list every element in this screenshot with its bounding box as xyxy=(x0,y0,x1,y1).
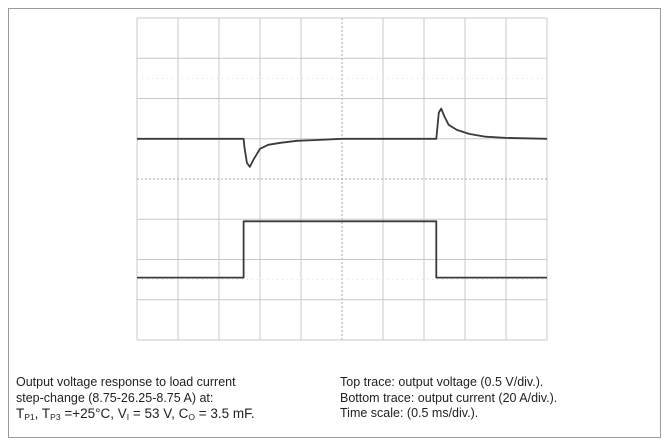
tp3-symbol: T xyxy=(41,406,51,421)
tp3-subscript: P3 xyxy=(50,412,61,422)
vi-subscript: I xyxy=(126,412,130,422)
voltage-trace xyxy=(137,107,548,168)
bottom-trace-label: Bottom trace: output current (20 A/div.)… xyxy=(340,390,558,405)
temperature-text: =+25°C, V xyxy=(60,406,127,421)
time-scale-label: Time scale: (0.5 ms/div.). xyxy=(340,406,479,420)
tp1-subscript: P1 xyxy=(24,412,35,422)
current-trace xyxy=(137,220,547,279)
input-voltage-text: = 53 V, C xyxy=(129,406,189,421)
graticule xyxy=(136,17,548,341)
caption-line-3: TP1, TP3 =+25°C, VI = 53 V, CO = 3.5 mF. xyxy=(16,406,328,422)
separator: , xyxy=(34,406,42,421)
top-trace-label: Top trace: output voltage (0.5 V/div.). xyxy=(340,375,544,389)
oscilloscope-chart xyxy=(136,17,548,341)
caption-line-1: Output voltage response to load current xyxy=(16,375,236,389)
co-subscript: O xyxy=(188,412,195,422)
caption-line-2: step-change (8.75-26.25-8.75 A) at: xyxy=(16,390,214,405)
traces xyxy=(137,107,548,279)
tp1-symbol: T xyxy=(16,406,25,421)
caption-traces: Top trace: output voltage (0.5 V/div.). … xyxy=(340,375,656,422)
caption-conditions: Output voltage response to load current … xyxy=(16,375,328,422)
figure-frame xyxy=(8,8,661,438)
capacitance-text: = 3.5 mF. xyxy=(194,406,255,421)
